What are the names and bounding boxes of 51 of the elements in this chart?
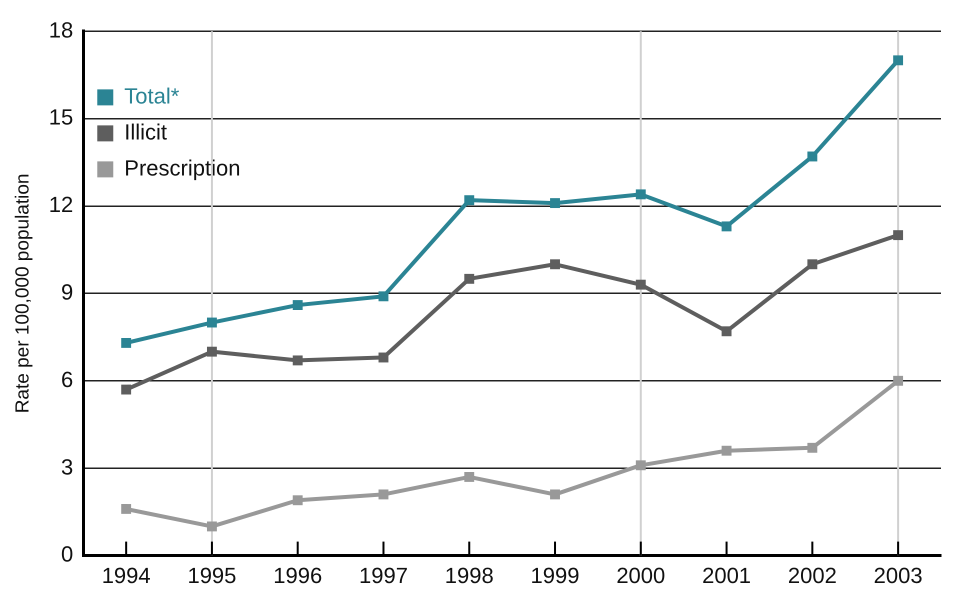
point [378, 489, 388, 500]
point [292, 355, 303, 366]
point [206, 318, 217, 328]
y-tick-label: 9 [61, 279, 74, 304]
x-tick-label: 1998 [444, 562, 494, 588]
x-tick-label: 2002 [788, 562, 837, 588]
x-tick-label: 2003 [874, 562, 923, 588]
point [722, 326, 732, 336]
point [550, 259, 560, 270]
point [807, 152, 818, 162]
x-tick-label: 2000 [616, 562, 666, 588]
legend-label: Total* [124, 83, 180, 108]
y-axis-title: Rate per 100,000 population [12, 173, 34, 414]
x-tick-label: 1997 [359, 562, 408, 588]
point [807, 259, 818, 270]
y-tick-label: 18 [48, 17, 74, 42]
point [378, 291, 388, 302]
point [464, 195, 474, 206]
x-tick-label: 1995 [187, 562, 236, 588]
point [893, 230, 904, 240]
point [636, 460, 646, 470]
point [464, 472, 474, 482]
y-tick-label: 15 [48, 104, 74, 130]
point [893, 55, 904, 66]
point [636, 280, 646, 290]
legend-label: Prescription [124, 155, 240, 180]
x-tick-label: 1999 [530, 562, 580, 588]
point [464, 274, 474, 284]
point [292, 495, 303, 506]
point [206, 522, 217, 532]
y-tick-label: 6 [61, 366, 74, 392]
point [121, 338, 132, 348]
point [722, 446, 732, 456]
point [292, 300, 303, 310]
y-tick-label: 3 [61, 454, 74, 480]
point [893, 376, 904, 386]
point [636, 189, 646, 200]
x-tick-label: 2001 [702, 562, 752, 588]
point [550, 198, 560, 208]
point [378, 352, 388, 362]
x-tick-label: 1996 [273, 562, 322, 588]
y-tick-label: 0 [61, 542, 74, 567]
x-tick-label: 1994 [102, 562, 151, 588]
point [121, 384, 132, 394]
point [550, 489, 560, 500]
point [206, 346, 217, 357]
point [121, 504, 132, 514]
point [807, 442, 818, 453]
point [722, 221, 732, 232]
y-tick-label: 12 [48, 192, 74, 218]
legend-label: Illicit [124, 119, 168, 144]
